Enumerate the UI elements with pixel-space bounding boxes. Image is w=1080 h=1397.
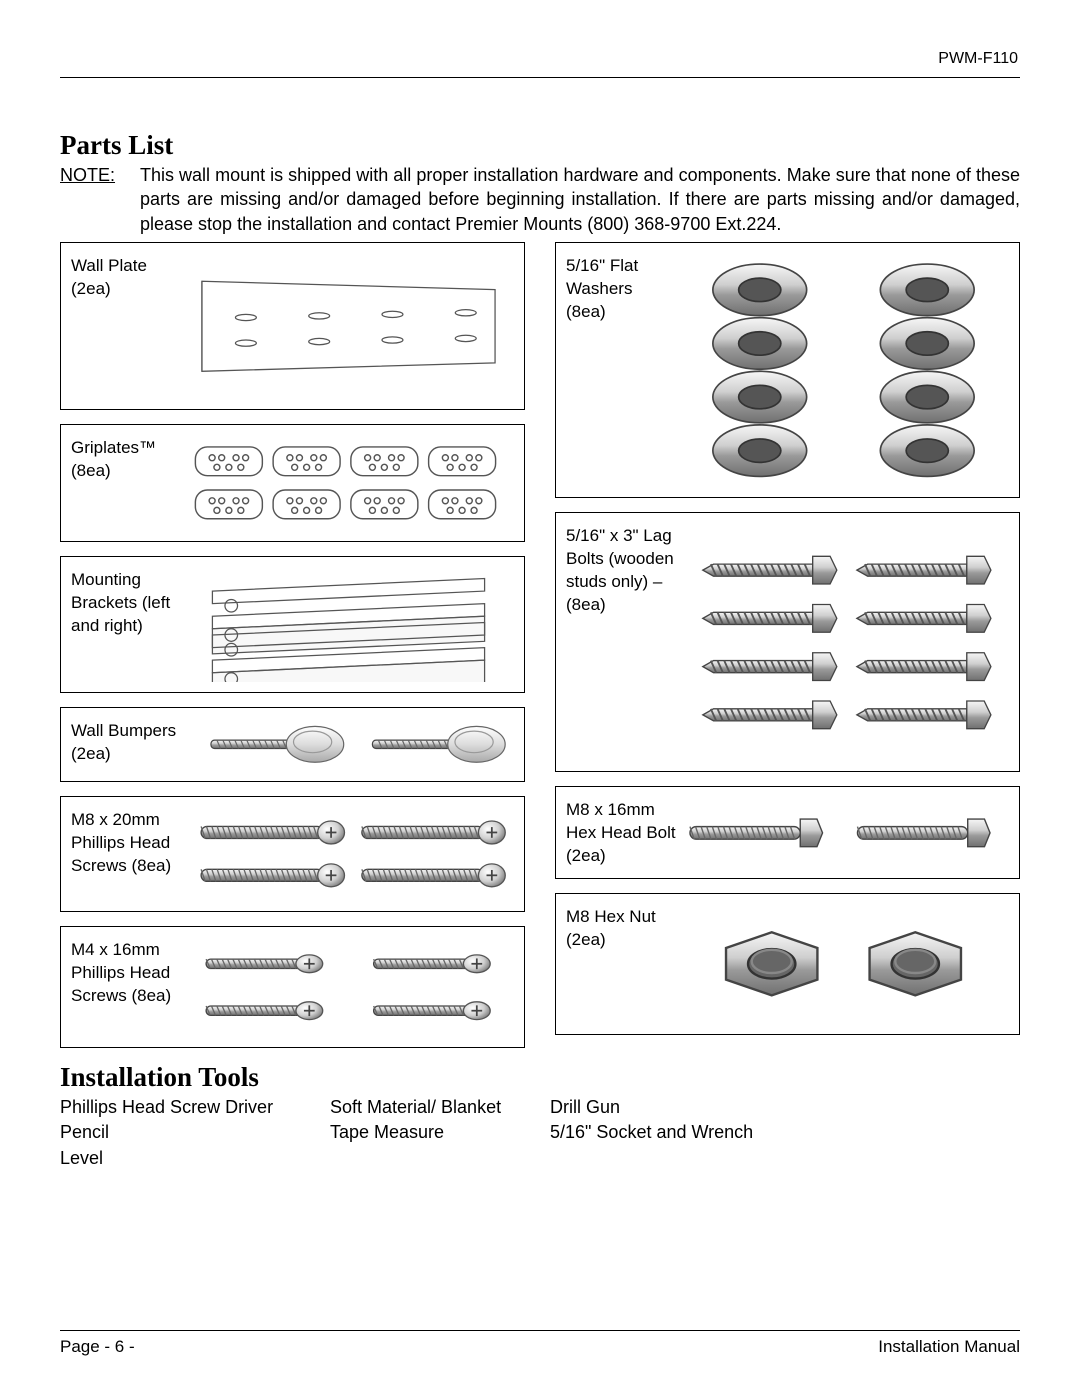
part-box: M8 x 20mm Phillips Head Screws (8ea) xyxy=(60,796,525,912)
part-box: M8 Hex Nut (2ea) xyxy=(555,893,1020,1035)
part-label: M8 Hex Nut (2ea) xyxy=(566,904,676,952)
tools-col-1: Phillips Head Screw DriverPencilLevel xyxy=(60,1095,330,1171)
bumpers-icon xyxy=(181,718,516,771)
parts-right-column: 5/16" Flat Washers (8ea) 5/16" x 3" Lag … xyxy=(555,242,1020,1048)
part-box: Griplates™ (8ea) xyxy=(60,424,525,542)
tool-item: Drill Gun xyxy=(550,1095,1020,1120)
tools-columns: Phillips Head Screw DriverPencilLevel So… xyxy=(60,1095,1020,1171)
brackets-icon xyxy=(181,567,516,682)
note-text: This wall mount is shipped with all prop… xyxy=(140,163,1020,236)
phillips-m8-icon xyxy=(181,807,516,901)
part-box: M8 x 16mm Hex Head Bolt (2ea) xyxy=(555,786,1020,879)
part-label: Griplates™ (8ea) xyxy=(71,435,181,483)
parts-left-column: Wall Plate (2ea) Griplates™ (8ea) xyxy=(60,242,525,1048)
tool-item: Phillips Head Screw Driver xyxy=(60,1095,330,1120)
part-box: Wall Bumpers (2ea) xyxy=(60,707,525,782)
tool-item: Pencil xyxy=(60,1120,330,1145)
model-number: PWM-F110 xyxy=(938,50,1018,67)
part-label: Wall Bumpers (2ea) xyxy=(71,718,181,766)
tools-title: Installation Tools xyxy=(60,1062,1020,1093)
part-box: 5/16" Flat Washers (8ea) xyxy=(555,242,1020,499)
part-label: 5/16" Flat Washers (8ea) xyxy=(566,253,676,324)
griplates-icon xyxy=(181,435,516,531)
tools-col-2: Soft Material/ BlanketTape Measure xyxy=(330,1095,550,1171)
part-label: 5/16" x 3" Lag Bolts (wooden studs only)… xyxy=(566,523,676,617)
wall-plate-icon xyxy=(181,253,516,400)
tool-item: Level xyxy=(60,1146,330,1171)
phillips-m4-icon xyxy=(181,937,516,1038)
tool-item: 5/16" Socket and Wrench xyxy=(550,1120,1020,1145)
hex-nut-icon xyxy=(676,904,1011,1024)
part-label: Wall Plate (2ea) xyxy=(71,253,181,301)
footer-title: Installation Manual xyxy=(878,1337,1020,1357)
note-block: NOTE: This wall mount is shipped with al… xyxy=(60,163,1020,236)
footer-page: Page - 6 - xyxy=(60,1337,135,1357)
part-box: M4 x 16mm Phillips Head Screws (8ea) xyxy=(60,926,525,1049)
parts-grid: Wall Plate (2ea) Griplates™ (8ea) xyxy=(60,242,1020,1048)
part-box: Mounting Brackets (left and right) xyxy=(60,556,525,693)
part-box: Wall Plate (2ea) xyxy=(60,242,525,411)
parts-list-title: Parts List xyxy=(60,130,1020,161)
note-label: NOTE: xyxy=(60,163,140,236)
tools-col-3: Drill Gun5/16" Socket and Wrench xyxy=(550,1095,1020,1171)
page-footer: Page - 6 - Installation Manual xyxy=(60,1330,1020,1357)
part-label: M8 x 16mm Hex Head Bolt (2ea) xyxy=(566,797,676,868)
part-label: M4 x 16mm Phillips Head Screws (8ea) xyxy=(71,937,181,1008)
part-label: M8 x 20mm Phillips Head Screws (8ea) xyxy=(71,807,181,878)
part-box: 5/16" x 3" Lag Bolts (wooden studs only)… xyxy=(555,512,1020,772)
page-header: PWM-F110 xyxy=(60,50,1020,78)
washers-icon xyxy=(676,253,1011,488)
part-label: Mounting Brackets (left and right) xyxy=(71,567,181,638)
tool-item: Tape Measure xyxy=(330,1120,550,1145)
hex-bolt-icon xyxy=(676,797,1011,868)
lag-bolts-icon xyxy=(676,523,1011,761)
manual-page: PWM-F110 Parts List NOTE: This wall moun… xyxy=(0,0,1080,1397)
tool-item: Soft Material/ Blanket xyxy=(330,1095,550,1120)
